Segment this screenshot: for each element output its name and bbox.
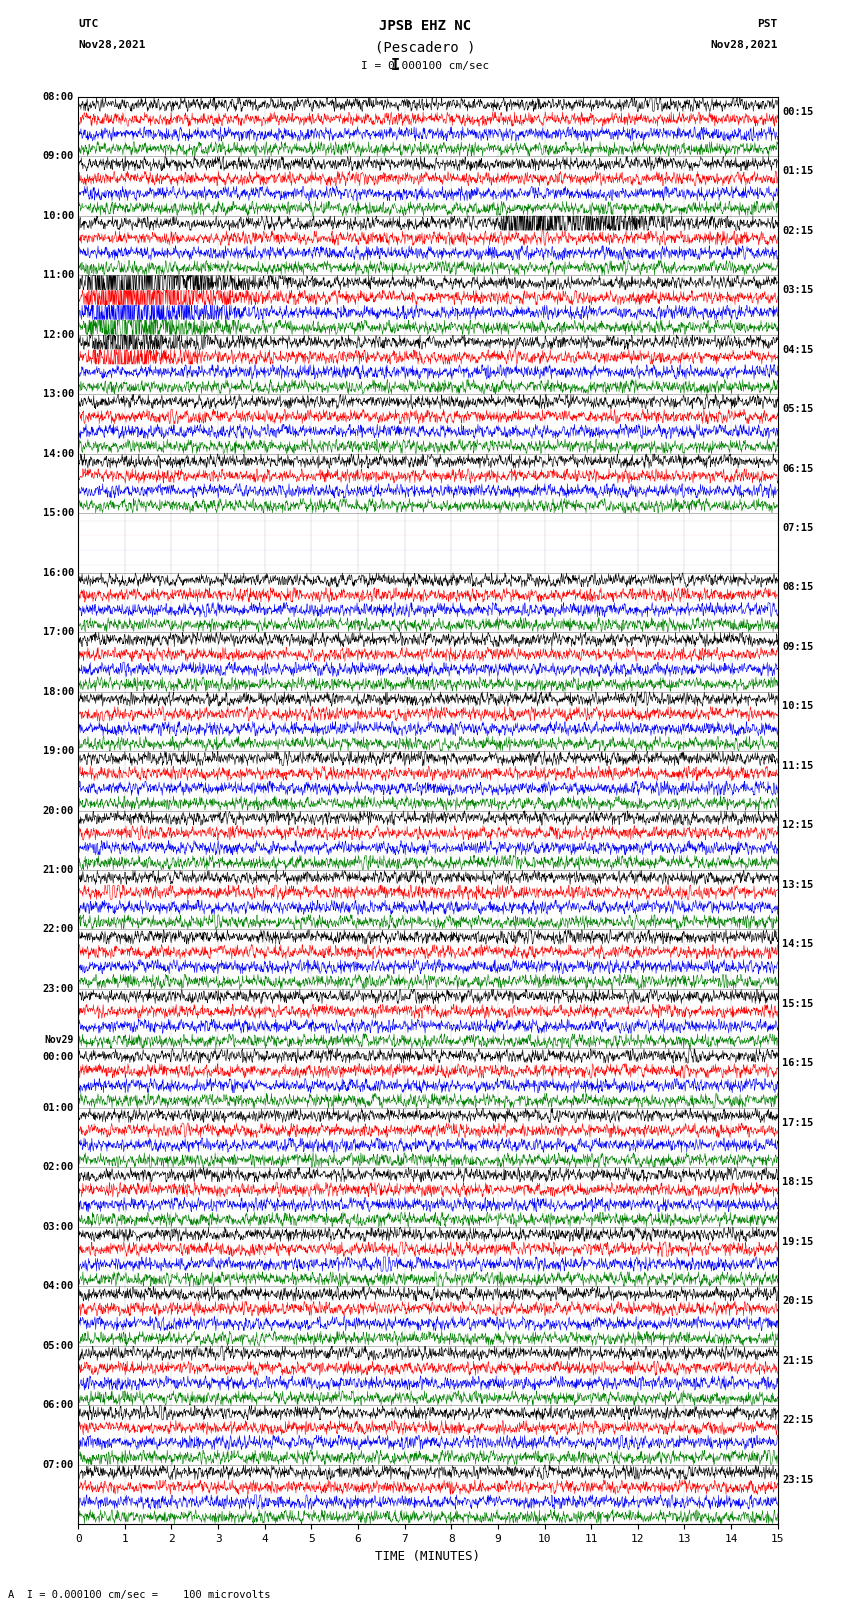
Text: 07:15: 07:15	[782, 523, 813, 532]
X-axis label: TIME (MINUTES): TIME (MINUTES)	[376, 1550, 480, 1563]
Text: 12:00: 12:00	[42, 329, 74, 340]
Text: A  I = 0.000100 cm/sec =    100 microvolts: A I = 0.000100 cm/sec = 100 microvolts	[8, 1590, 271, 1600]
Text: 13:15: 13:15	[782, 879, 813, 890]
Text: Nov29: Nov29	[44, 1036, 74, 1045]
Text: I: I	[391, 58, 399, 73]
Text: 10:00: 10:00	[42, 211, 74, 221]
Text: 14:15: 14:15	[782, 939, 813, 950]
Text: 04:15: 04:15	[782, 345, 813, 355]
Text: Nov28,2021: Nov28,2021	[78, 40, 145, 50]
Text: 18:15: 18:15	[782, 1177, 813, 1187]
Text: 09:15: 09:15	[782, 642, 813, 652]
Text: 17:00: 17:00	[42, 627, 74, 637]
Text: 02:00: 02:00	[42, 1163, 74, 1173]
Text: 03:15: 03:15	[782, 286, 813, 295]
Text: 22:00: 22:00	[42, 924, 74, 934]
Text: 18:00: 18:00	[42, 687, 74, 697]
Text: 16:00: 16:00	[42, 568, 74, 577]
Text: (Pescadero ): (Pescadero )	[375, 40, 475, 55]
Text: 17:15: 17:15	[782, 1118, 813, 1127]
Text: 13:00: 13:00	[42, 389, 74, 398]
Text: 11:15: 11:15	[782, 761, 813, 771]
Text: 05:00: 05:00	[42, 1340, 74, 1350]
Text: 21:15: 21:15	[782, 1355, 813, 1366]
Text: 06:15: 06:15	[782, 463, 813, 474]
Text: Nov28,2021: Nov28,2021	[711, 40, 778, 50]
Text: 23:15: 23:15	[782, 1474, 813, 1484]
Text: 22:15: 22:15	[782, 1415, 813, 1426]
Text: 00:00: 00:00	[42, 1052, 74, 1061]
Text: 00:15: 00:15	[782, 106, 813, 116]
Text: 19:15: 19:15	[782, 1237, 813, 1247]
Text: 12:15: 12:15	[782, 821, 813, 831]
Text: JPSB EHZ NC: JPSB EHZ NC	[379, 19, 471, 34]
Text: 20:00: 20:00	[42, 805, 74, 816]
Text: 10:15: 10:15	[782, 702, 813, 711]
Text: UTC: UTC	[78, 19, 99, 29]
Text: I = 0.000100 cm/sec: I = 0.000100 cm/sec	[361, 61, 489, 71]
Text: 01:15: 01:15	[782, 166, 813, 176]
Text: 15:00: 15:00	[42, 508, 74, 518]
Text: 03:00: 03:00	[42, 1223, 74, 1232]
Text: 01:00: 01:00	[42, 1103, 74, 1113]
Text: 15:15: 15:15	[782, 998, 813, 1008]
Text: 19:00: 19:00	[42, 747, 74, 756]
Text: 02:15: 02:15	[782, 226, 813, 235]
Text: 06:00: 06:00	[42, 1400, 74, 1410]
Text: 07:00: 07:00	[42, 1460, 74, 1469]
Text: 20:15: 20:15	[782, 1297, 813, 1307]
Text: 16:15: 16:15	[782, 1058, 813, 1068]
Text: PST: PST	[757, 19, 778, 29]
Text: 23:00: 23:00	[42, 984, 74, 994]
Text: 11:00: 11:00	[42, 271, 74, 281]
Text: 21:00: 21:00	[42, 865, 74, 874]
Text: 08:15: 08:15	[782, 582, 813, 592]
Text: 09:00: 09:00	[42, 152, 74, 161]
Text: 04:00: 04:00	[42, 1281, 74, 1292]
Text: 08:00: 08:00	[42, 92, 74, 102]
Text: 05:15: 05:15	[782, 403, 813, 415]
Text: 14:00: 14:00	[42, 448, 74, 458]
